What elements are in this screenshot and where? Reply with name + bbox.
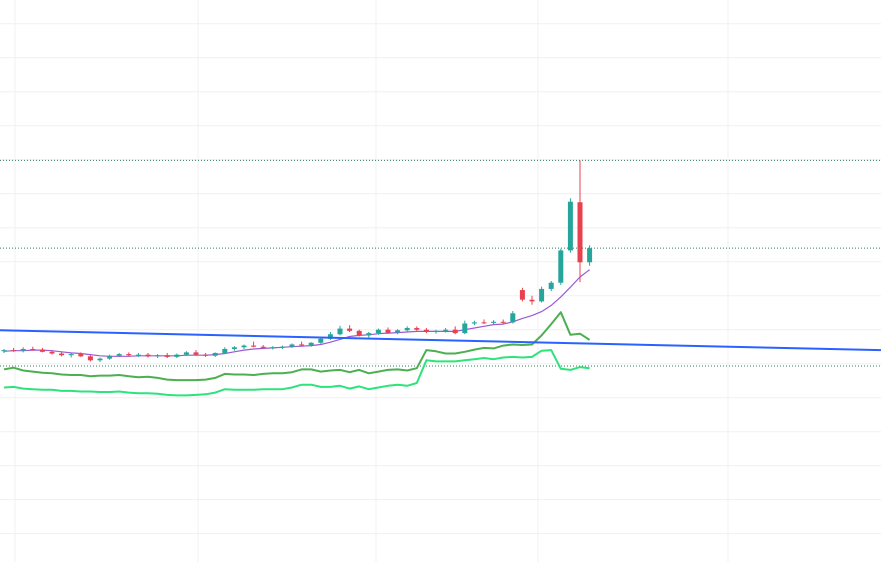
candle-body (212, 352, 218, 356)
candle-body (491, 321, 497, 323)
candle-body (587, 248, 593, 263)
candle-body (78, 354, 84, 357)
vertical-grid (14, 0, 729, 562)
candle-body (500, 321, 506, 323)
candle-body (39, 349, 45, 352)
candle-body (97, 358, 103, 361)
candle-body (231, 347, 237, 349)
candle-body (193, 352, 199, 355)
candle-body (260, 346, 266, 348)
candle-body (308, 342, 314, 346)
candle-body (164, 355, 170, 357)
candle-body (356, 330, 362, 336)
candle-body (385, 329, 391, 333)
candle-body (347, 328, 353, 331)
candle-body (558, 250, 564, 283)
candle-body (11, 350, 17, 352)
candle-body (126, 354, 132, 356)
candle-body (203, 354, 209, 356)
candle-body (452, 329, 458, 334)
candle-body (68, 354, 74, 356)
indicator-line (3, 349, 590, 397)
candle-body (567, 201, 573, 251)
candle-body (443, 329, 449, 331)
candle-body (20, 348, 26, 351)
candle-body (471, 322, 477, 324)
candle-body (59, 353, 65, 356)
candle-body (289, 344, 295, 347)
candle-body (155, 355, 161, 357)
candle-body (1, 350, 7, 352)
trendline (0, 329, 881, 352)
candle-body (337, 328, 343, 335)
candle-body (116, 354, 122, 356)
candle-body (87, 356, 93, 361)
candle-body (529, 299, 535, 302)
candle-body (404, 328, 410, 331)
candle-body (222, 348, 228, 353)
candle-body (577, 202, 583, 263)
candle-body (135, 354, 141, 356)
candle-body (318, 338, 324, 343)
candle-body (107, 355, 113, 359)
candle-body (433, 330, 439, 332)
candle-body (462, 323, 468, 334)
candle-body (414, 328, 420, 330)
candle-body (174, 354, 180, 357)
candle-body (183, 352, 189, 355)
candle-body (481, 322, 487, 324)
candle-body (327, 334, 333, 339)
candle-body (251, 345, 257, 347)
candle-body (241, 345, 247, 348)
indicator-line (3, 311, 591, 382)
candle-body (375, 329, 381, 334)
candle-body (299, 344, 305, 346)
candle-body (145, 354, 151, 357)
candle-body (548, 282, 554, 289)
indicator-line (3, 269, 590, 357)
candle-body (30, 348, 36, 350)
candle-body (519, 290, 525, 300)
candle-body (539, 288, 545, 302)
candle-body (49, 351, 55, 354)
candle-body (423, 329, 429, 332)
candle-body (510, 313, 516, 323)
candle-body (279, 346, 285, 348)
candle-body (366, 333, 372, 336)
candle-body (395, 330, 401, 333)
candle-body (270, 347, 276, 349)
